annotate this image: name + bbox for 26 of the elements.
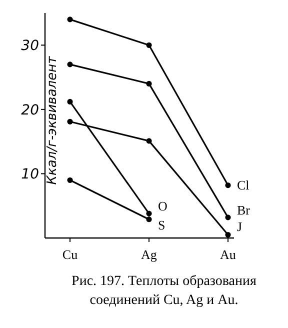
y-tick-label: 30 — [21, 38, 40, 54]
series-label: S — [158, 217, 166, 232]
series-label: Cl — [237, 177, 250, 192]
point — [225, 182, 231, 188]
series-label: Br — [237, 202, 251, 218]
text: Рис. 197. Теплоты образования соединений Cu, Ag и Au. — [72, 274, 257, 308]
point — [67, 62, 73, 68]
point — [67, 16, 73, 22]
point — [67, 98, 73, 105]
series-label: O — [158, 198, 168, 214]
y-tick-label: 10 — [21, 166, 40, 183]
point — [67, 177, 73, 183]
point — [225, 214, 231, 220]
point — [225, 232, 231, 238]
y-axis-title: Ккал/г-эквивалент — [45, 56, 60, 185]
point — [146, 216, 152, 222]
point — [146, 42, 152, 48]
y-tick-label: 20 — [21, 102, 40, 118]
point — [146, 80, 152, 87]
x-tick-label: Au — [220, 247, 236, 262]
point — [146, 138, 152, 144]
series-label: J — [237, 218, 242, 234]
point — [67, 118, 73, 124]
point — [146, 210, 152, 216]
x-tick-label: Ag — [141, 247, 158, 262]
x-tick-label: Cu — [62, 247, 78, 262]
